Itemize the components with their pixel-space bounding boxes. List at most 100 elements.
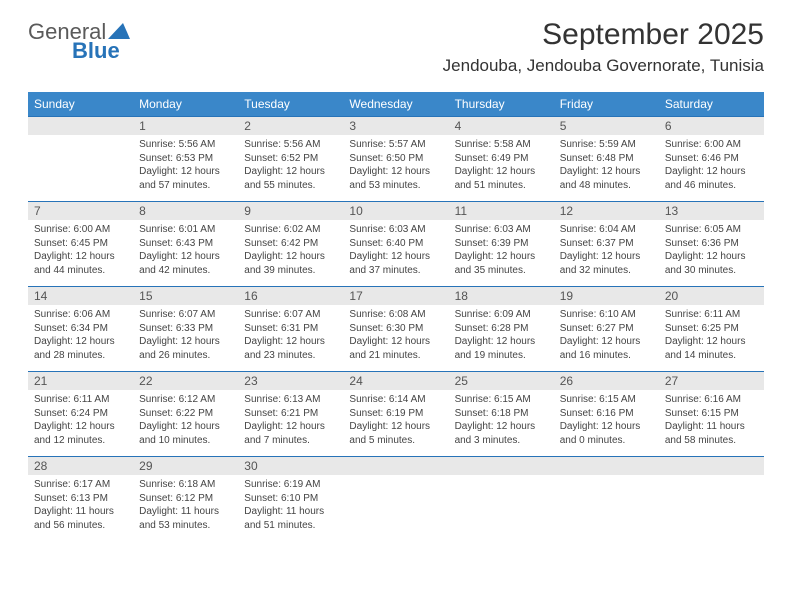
daylight-text: Daylight: 12 hours and 5 minutes. [349, 420, 442, 447]
day-number: 18 [449, 287, 554, 305]
calendar-cell: 30Sunrise: 6:19 AMSunset: 6:10 PMDayligh… [238, 457, 343, 542]
calendar-cell: 10Sunrise: 6:03 AMSunset: 6:40 PMDayligh… [343, 202, 448, 287]
sunset-text: Sunset: 6:40 PM [349, 237, 442, 251]
weekday-header: Thursday [449, 92, 554, 117]
daylight-text: Daylight: 11 hours and 58 minutes. [665, 420, 758, 447]
day-number: 13 [659, 202, 764, 220]
daylight-text: Daylight: 12 hours and 39 minutes. [244, 250, 337, 277]
day-number: 26 [554, 372, 659, 390]
brand-word2: Blue [72, 41, 130, 62]
calendar-cell: 28Sunrise: 6:17 AMSunset: 6:13 PMDayligh… [28, 457, 133, 542]
calendar-cell: 21Sunrise: 6:11 AMSunset: 6:24 PMDayligh… [28, 372, 133, 457]
day-details: Sunrise: 5:59 AMSunset: 6:48 PMDaylight:… [554, 135, 659, 196]
calendar-cell: 6Sunrise: 6:00 AMSunset: 6:46 PMDaylight… [659, 117, 764, 202]
day-number: 12 [554, 202, 659, 220]
sunrise-text: Sunrise: 6:11 AM [665, 308, 758, 322]
sunrise-text: Sunrise: 6:13 AM [244, 393, 337, 407]
day-details: Sunrise: 6:07 AMSunset: 6:31 PMDaylight:… [238, 305, 343, 366]
calendar-cell: 7Sunrise: 6:00 AMSunset: 6:45 PMDaylight… [28, 202, 133, 287]
day-details [659, 475, 764, 482]
sunset-text: Sunset: 6:27 PM [560, 322, 653, 336]
day-details: Sunrise: 6:11 AMSunset: 6:25 PMDaylight:… [659, 305, 764, 366]
day-number: 23 [238, 372, 343, 390]
calendar-cell: 9Sunrise: 6:02 AMSunset: 6:42 PMDaylight… [238, 202, 343, 287]
daylight-text: Daylight: 11 hours and 56 minutes. [34, 505, 127, 532]
sunset-text: Sunset: 6:25 PM [665, 322, 758, 336]
sunrise-text: Sunrise: 6:14 AM [349, 393, 442, 407]
daylight-text: Daylight: 12 hours and 12 minutes. [34, 420, 127, 447]
sunset-text: Sunset: 6:36 PM [665, 237, 758, 251]
day-details [554, 475, 659, 482]
day-number: 28 [28, 457, 133, 475]
day-number: 16 [238, 287, 343, 305]
weekday-header: Sunday [28, 92, 133, 117]
calendar-cell: 4Sunrise: 5:58 AMSunset: 6:49 PMDaylight… [449, 117, 554, 202]
sunrise-text: Sunrise: 6:15 AM [455, 393, 548, 407]
daylight-text: Daylight: 12 hours and 28 minutes. [34, 335, 127, 362]
daylight-text: Daylight: 12 hours and 26 minutes. [139, 335, 232, 362]
day-number: 5 [554, 117, 659, 135]
daylight-text: Daylight: 11 hours and 51 minutes. [244, 505, 337, 532]
day-details: Sunrise: 6:09 AMSunset: 6:28 PMDaylight:… [449, 305, 554, 366]
title-block: September 2025 Jendouba, Jendouba Govern… [443, 18, 764, 76]
sunset-text: Sunset: 6:18 PM [455, 407, 548, 421]
daylight-text: Daylight: 12 hours and 48 minutes. [560, 165, 653, 192]
sunrise-text: Sunrise: 6:12 AM [139, 393, 232, 407]
day-number: 21 [28, 372, 133, 390]
calendar-cell: 24Sunrise: 6:14 AMSunset: 6:19 PMDayligh… [343, 372, 448, 457]
day-details: Sunrise: 6:12 AMSunset: 6:22 PMDaylight:… [133, 390, 238, 451]
sunset-text: Sunset: 6:45 PM [34, 237, 127, 251]
sunrise-text: Sunrise: 6:04 AM [560, 223, 653, 237]
daylight-text: Daylight: 12 hours and 44 minutes. [34, 250, 127, 277]
day-number: 15 [133, 287, 238, 305]
day-details: Sunrise: 6:03 AMSunset: 6:40 PMDaylight:… [343, 220, 448, 281]
sunrise-text: Sunrise: 6:18 AM [139, 478, 232, 492]
sunset-text: Sunset: 6:49 PM [455, 152, 548, 166]
sunrise-text: Sunrise: 5:56 AM [244, 138, 337, 152]
sunset-text: Sunset: 6:39 PM [455, 237, 548, 251]
daylight-text: Daylight: 12 hours and 7 minutes. [244, 420, 337, 447]
day-number: 6 [659, 117, 764, 135]
sunset-text: Sunset: 6:46 PM [665, 152, 758, 166]
sunrise-text: Sunrise: 6:05 AM [665, 223, 758, 237]
calendar-cell: 25Sunrise: 6:15 AMSunset: 6:18 PMDayligh… [449, 372, 554, 457]
calendar-cell [449, 457, 554, 542]
sunrise-text: Sunrise: 5:59 AM [560, 138, 653, 152]
daylight-text: Daylight: 12 hours and 19 minutes. [455, 335, 548, 362]
day-details: Sunrise: 6:13 AMSunset: 6:21 PMDaylight:… [238, 390, 343, 451]
day-number: 20 [659, 287, 764, 305]
calendar-week-row: 1Sunrise: 5:56 AMSunset: 6:53 PMDaylight… [28, 117, 764, 202]
calendar-cell: 17Sunrise: 6:08 AMSunset: 6:30 PMDayligh… [343, 287, 448, 372]
day-details [343, 475, 448, 482]
calendar-cell: 27Sunrise: 6:16 AMSunset: 6:15 PMDayligh… [659, 372, 764, 457]
day-details [28, 135, 133, 142]
day-details: Sunrise: 6:10 AMSunset: 6:27 PMDaylight:… [554, 305, 659, 366]
day-details: Sunrise: 6:04 AMSunset: 6:37 PMDaylight:… [554, 220, 659, 281]
sunrise-text: Sunrise: 6:19 AM [244, 478, 337, 492]
calendar-cell [28, 117, 133, 202]
sunset-text: Sunset: 6:24 PM [34, 407, 127, 421]
day-details: Sunrise: 6:00 AMSunset: 6:46 PMDaylight:… [659, 135, 764, 196]
daylight-text: Daylight: 12 hours and 46 minutes. [665, 165, 758, 192]
calendar-cell [343, 457, 448, 542]
day-number: 3 [343, 117, 448, 135]
calendar-cell: 1Sunrise: 5:56 AMSunset: 6:53 PMDaylight… [133, 117, 238, 202]
calendar-cell: 18Sunrise: 6:09 AMSunset: 6:28 PMDayligh… [449, 287, 554, 372]
sunset-text: Sunset: 6:15 PM [665, 407, 758, 421]
daylight-text: Daylight: 11 hours and 53 minutes. [139, 505, 232, 532]
sunrise-text: Sunrise: 6:00 AM [665, 138, 758, 152]
day-number [343, 457, 448, 475]
day-details [449, 475, 554, 482]
sunset-text: Sunset: 6:50 PM [349, 152, 442, 166]
calendar-cell: 11Sunrise: 6:03 AMSunset: 6:39 PMDayligh… [449, 202, 554, 287]
calendar-cell: 26Sunrise: 6:15 AMSunset: 6:16 PMDayligh… [554, 372, 659, 457]
daylight-text: Daylight: 12 hours and 0 minutes. [560, 420, 653, 447]
calendar-cell: 23Sunrise: 6:13 AMSunset: 6:21 PMDayligh… [238, 372, 343, 457]
day-details: Sunrise: 6:03 AMSunset: 6:39 PMDaylight:… [449, 220, 554, 281]
day-number: 22 [133, 372, 238, 390]
sunset-text: Sunset: 6:13 PM [34, 492, 127, 506]
daylight-text: Daylight: 12 hours and 14 minutes. [665, 335, 758, 362]
calendar-cell: 8Sunrise: 6:01 AMSunset: 6:43 PMDaylight… [133, 202, 238, 287]
sunset-text: Sunset: 6:34 PM [34, 322, 127, 336]
sunrise-text: Sunrise: 6:03 AM [455, 223, 548, 237]
